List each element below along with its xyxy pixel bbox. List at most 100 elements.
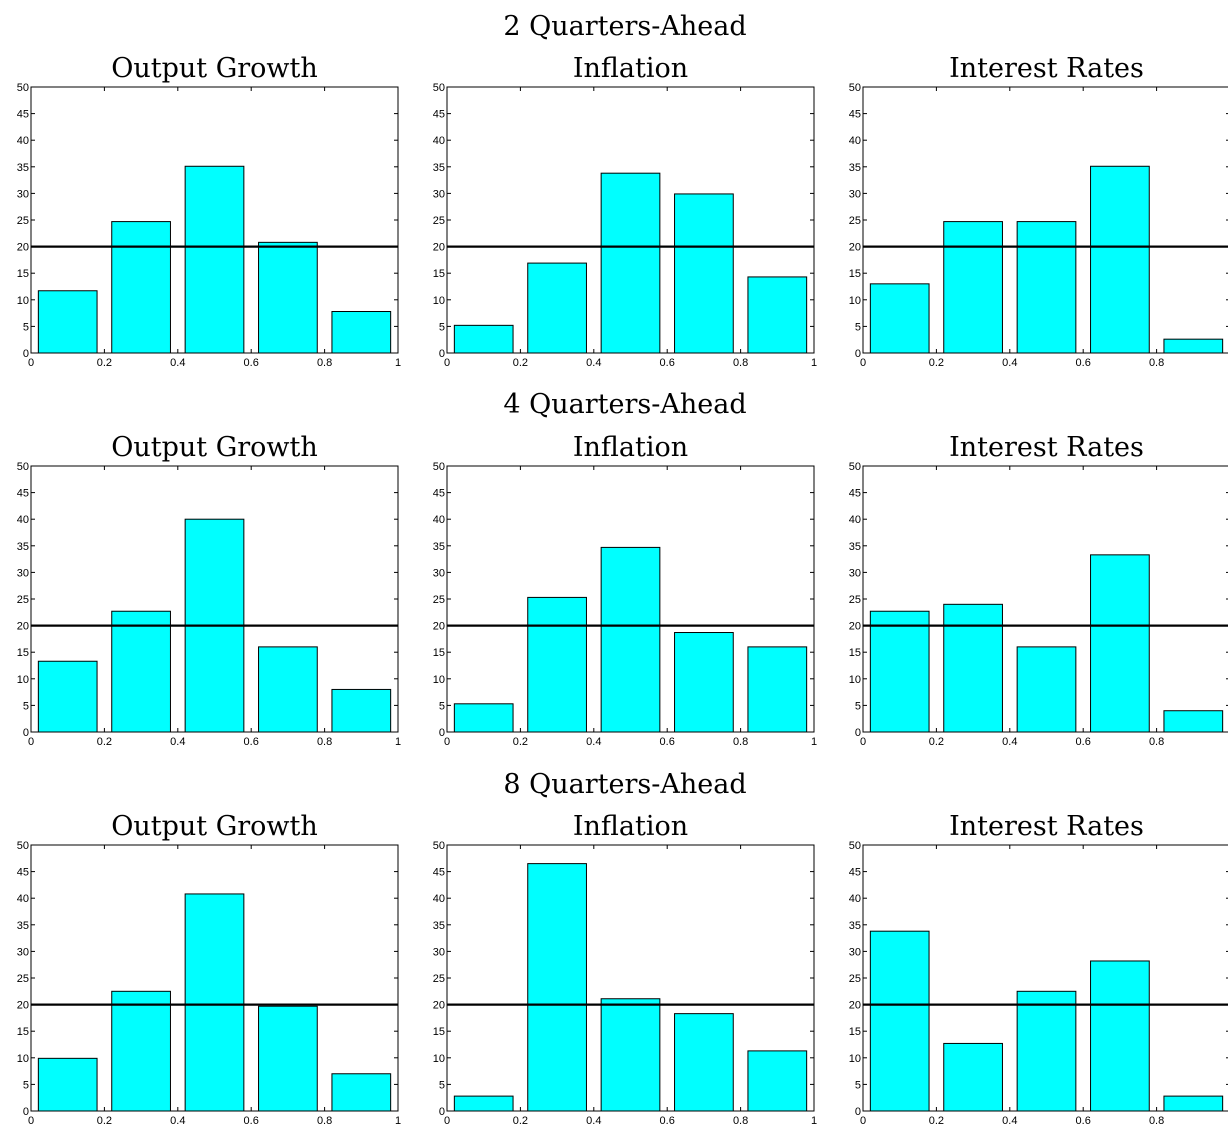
bar — [1090, 960, 1150, 1112]
y-tick-label: 5 — [23, 321, 29, 333]
x-tick-label: 0 — [860, 736, 866, 748]
x-tick-label: 0.4 — [170, 1115, 185, 1124]
chart-title: Interest Rates — [949, 432, 1144, 463]
bar — [37, 1057, 98, 1112]
x-tick-label: 0.8 — [1149, 736, 1164, 748]
chart-2-output-growth: Output Growth 0 5 10 15 20 25 30 35 40 45 50 0 0.2 0.4… — [17, 432, 401, 748]
bar — [527, 262, 587, 354]
y-tick-label: 30 — [433, 567, 445, 579]
bar — [1090, 554, 1150, 733]
y-tick-label: 45 — [17, 867, 29, 879]
bar — [600, 546, 661, 733]
y-tick-label: 25 — [433, 215, 445, 227]
bar — [747, 276, 808, 354]
y-tick-label: 35 — [849, 920, 861, 932]
x-tick-label: 0.8 — [1149, 1115, 1164, 1124]
bar — [111, 610, 171, 733]
chart-1-interest-rates: Interest Rates 0 5 10 15 20 25 30 35 40 45 50 0 0.2 0.… — [849, 53, 1228, 369]
chart-2-interest-rates: Interest Rates 0 5 10 15 20 25 30 35 40 45 50 0 0.2 0.… — [849, 432, 1228, 748]
y-tick-label: 5 — [855, 321, 861, 333]
y-tick-label: 10 — [433, 1053, 445, 1065]
bar — [943, 1042, 1003, 1112]
y-tick-label: 5 — [855, 700, 861, 712]
row-title-8q: 8 Quarters-Ahead — [503, 769, 746, 800]
x-tick-label: 0.8 — [317, 736, 332, 748]
y-tick-label: 15 — [433, 268, 445, 280]
chart-title: Output Growth — [111, 432, 318, 463]
bar — [453, 1095, 514, 1112]
bar — [111, 221, 171, 354]
y-tick-label: 30 — [17, 946, 29, 958]
y-tick-label: 35 — [433, 920, 445, 932]
x-tick-label: 0.2 — [513, 736, 528, 748]
y-tick-label: 25 — [849, 594, 861, 606]
y-tick-label: 30 — [17, 188, 29, 200]
y-tick-label: 45 — [433, 488, 445, 500]
x-tick-label: 0.6 — [1076, 736, 1091, 748]
bar — [1163, 338, 1224, 354]
y-tick-label: 10 — [17, 295, 29, 307]
bar — [331, 688, 392, 733]
y-tick-label: 40 — [433, 893, 445, 905]
y-tick-label: 40 — [17, 514, 29, 526]
x-tick-label: 0.8 — [733, 1115, 748, 1124]
chart-3-interest-rates: Interest Rates 0 5 10 15 20 25 30 35 40 45 50 0 0.2 0.… — [849, 811, 1228, 1124]
bar — [869, 930, 930, 1112]
bar — [1090, 165, 1150, 354]
x-tick-label: 0 — [860, 357, 866, 369]
bar — [674, 193, 734, 354]
y-tick-label: 40 — [849, 514, 861, 526]
bar — [1016, 221, 1077, 354]
y-tick-label: 0 — [439, 727, 445, 739]
x-tick-label: 0.2 — [513, 1115, 528, 1124]
y-tick-label: 20 — [849, 242, 861, 254]
bar — [258, 241, 318, 354]
y-tick-label: 50 — [849, 82, 861, 94]
bar — [258, 646, 318, 733]
y-tick-label: 15 — [433, 647, 445, 659]
bar — [258, 1005, 318, 1112]
bar — [37, 290, 98, 354]
x-tick-label: 1 — [395, 1115, 401, 1124]
bar — [747, 1050, 808, 1112]
y-tick-label: 20 — [433, 1000, 445, 1012]
y-tick-label: 10 — [433, 295, 445, 307]
chart-title: Inflation — [573, 811, 688, 842]
x-tick-label: 0.6 — [244, 736, 259, 748]
y-tick-label: 25 — [849, 973, 861, 985]
y-tick-label: 0 — [23, 348, 29, 360]
y-tick-label: 20 — [433, 242, 445, 254]
y-tick-label: 35 — [849, 541, 861, 553]
row-title-2q: 2 Quarters-Ahead — [503, 11, 746, 42]
y-tick-label: 35 — [433, 162, 445, 174]
y-tick-label: 5 — [23, 700, 29, 712]
chart-1-output-growth: Output Growth 0 5 10 15 20 25 30 35 40 45 50 0 0.2 0.4… — [17, 53, 401, 369]
x-tick-label: 0.4 — [1002, 736, 1017, 748]
x-tick-label: 0.2 — [929, 1115, 944, 1124]
y-tick-label: 25 — [17, 215, 29, 227]
row-title-4q: 4 Quarters-Ahead — [503, 389, 746, 420]
y-tick-label: 0 — [439, 1106, 445, 1118]
bar — [1016, 646, 1077, 733]
chart-title: Inflation — [573, 432, 688, 463]
x-tick-label: 0.6 — [1076, 1115, 1091, 1124]
y-tick-label: 20 — [17, 1000, 29, 1012]
chart-3-inflation: Inflation 0 5 10 15 20 25 30 35 40 45 50 0 0.2 0.4 0.6 0… — [433, 811, 817, 1124]
chart-2-inflation: Inflation 0 5 10 15 20 25 30 35 40 45 50 0 0.2 0.4 0.6 0… — [433, 432, 817, 748]
chart-title: Output Growth — [111, 811, 318, 842]
y-tick-label: 35 — [17, 162, 29, 174]
y-tick-label: 20 — [849, 621, 861, 633]
bar — [1163, 1095, 1224, 1112]
y-tick-label: 30 — [849, 946, 861, 958]
x-tick-label: 0.2 — [513, 357, 528, 369]
y-tick-label: 10 — [849, 295, 861, 307]
y-tick-label: 45 — [433, 867, 445, 879]
chart-3-output-growth: Output Growth 0 5 10 15 20 25 30 35 40 45 50 0 0.2 0.4… — [17, 811, 401, 1124]
y-tick-label: 40 — [17, 893, 29, 905]
y-tick-label: 15 — [17, 1026, 29, 1038]
y-tick-label: 30 — [433, 188, 445, 200]
y-tick-label: 15 — [849, 268, 861, 280]
y-tick-label: 15 — [849, 647, 861, 659]
y-tick-label: 35 — [849, 162, 861, 174]
